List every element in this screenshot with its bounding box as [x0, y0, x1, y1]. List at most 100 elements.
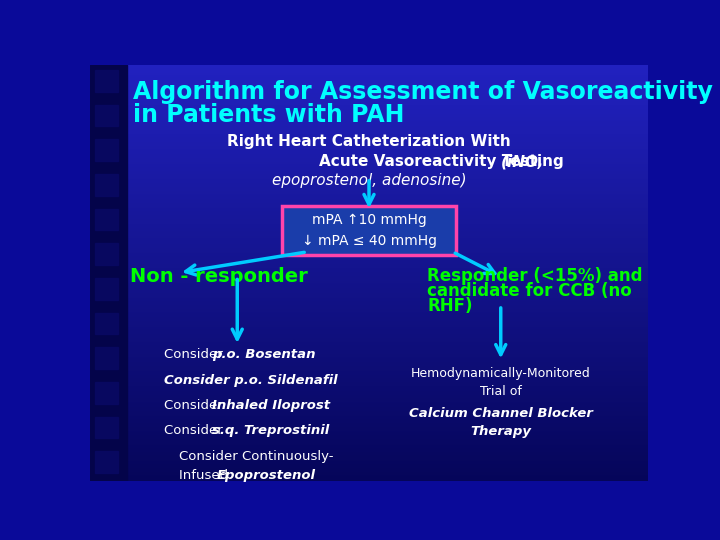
Text: epoprostenol, adenosine): epoprostenol, adenosine) — [271, 173, 467, 187]
Bar — [90, 415, 648, 416]
Bar — [90, 136, 648, 137]
Bar — [90, 74, 648, 75]
Bar — [90, 193, 648, 194]
Bar — [90, 377, 648, 378]
Bar — [94, 382, 118, 403]
Text: Right Heart Catheterization With: Right Heart Catheterization With — [227, 134, 511, 149]
Bar — [90, 128, 648, 129]
Bar — [90, 429, 648, 430]
Bar — [90, 132, 648, 133]
Bar — [90, 373, 648, 374]
Bar — [90, 311, 648, 312]
Bar — [90, 209, 648, 210]
Bar — [90, 393, 648, 394]
Bar — [90, 435, 648, 436]
Bar — [90, 266, 648, 267]
Bar — [90, 65, 648, 66]
Bar — [90, 194, 648, 195]
Bar — [90, 325, 648, 326]
Bar — [90, 281, 648, 282]
Bar — [90, 267, 648, 268]
Bar — [90, 217, 648, 218]
Bar — [90, 390, 648, 391]
Bar — [90, 172, 648, 173]
Bar — [90, 349, 648, 350]
Bar — [90, 274, 648, 275]
Bar — [90, 407, 648, 408]
Bar — [90, 76, 648, 77]
Bar — [90, 425, 648, 426]
Bar — [90, 240, 648, 241]
Bar — [90, 247, 648, 248]
Bar — [90, 150, 648, 151]
Bar — [94, 347, 118, 369]
Bar — [90, 418, 648, 419]
Bar — [90, 369, 648, 370]
Bar — [90, 264, 648, 265]
Bar — [90, 272, 648, 273]
Bar — [90, 211, 648, 212]
Bar — [90, 160, 648, 161]
Bar — [90, 389, 648, 390]
Bar — [90, 381, 648, 382]
Bar — [90, 320, 648, 321]
Bar — [90, 298, 648, 299]
Bar — [90, 400, 648, 401]
Bar — [90, 225, 648, 226]
Bar — [90, 334, 648, 335]
Bar — [90, 177, 648, 178]
Bar — [90, 292, 648, 293]
Bar — [90, 72, 648, 73]
Bar — [90, 70, 648, 71]
Bar — [90, 218, 648, 219]
Bar — [90, 368, 648, 369]
Bar — [90, 296, 648, 298]
Bar — [90, 167, 648, 168]
Bar — [90, 444, 648, 445]
Bar — [90, 134, 648, 135]
Bar — [90, 138, 648, 139]
Bar — [90, 469, 648, 470]
Bar — [90, 360, 648, 361]
Bar — [90, 304, 648, 305]
Bar — [90, 436, 648, 437]
Bar — [90, 124, 648, 125]
Bar — [90, 242, 648, 244]
Bar — [90, 375, 648, 376]
Bar — [90, 450, 648, 451]
Bar — [90, 346, 648, 347]
Bar — [90, 106, 648, 107]
Bar — [90, 472, 648, 473]
Text: Responder (<15%) and: Responder (<15%) and — [427, 267, 643, 285]
Bar — [90, 471, 648, 472]
Bar — [90, 202, 648, 204]
Bar — [90, 122, 648, 123]
Bar — [90, 285, 648, 286]
Bar — [90, 221, 648, 222]
Bar — [90, 144, 648, 145]
Bar — [90, 340, 648, 341]
Bar — [90, 90, 648, 91]
Bar — [94, 278, 118, 300]
Bar — [90, 416, 648, 417]
Bar — [90, 411, 648, 412]
Bar — [90, 69, 648, 70]
Bar — [90, 262, 648, 264]
Bar — [90, 392, 648, 393]
Bar — [90, 338, 648, 339]
Bar — [90, 341, 648, 342]
Bar — [90, 455, 648, 456]
Bar — [90, 404, 648, 405]
Bar — [90, 426, 648, 427]
Bar — [90, 309, 648, 310]
Bar — [90, 480, 648, 481]
Bar — [90, 195, 648, 197]
Bar — [90, 305, 648, 306]
Bar — [90, 410, 648, 411]
Bar — [94, 209, 118, 231]
Bar — [90, 406, 648, 407]
Bar — [90, 205, 648, 206]
Text: Consider: Consider — [163, 399, 227, 412]
Bar — [90, 114, 648, 115]
Bar — [90, 208, 648, 209]
